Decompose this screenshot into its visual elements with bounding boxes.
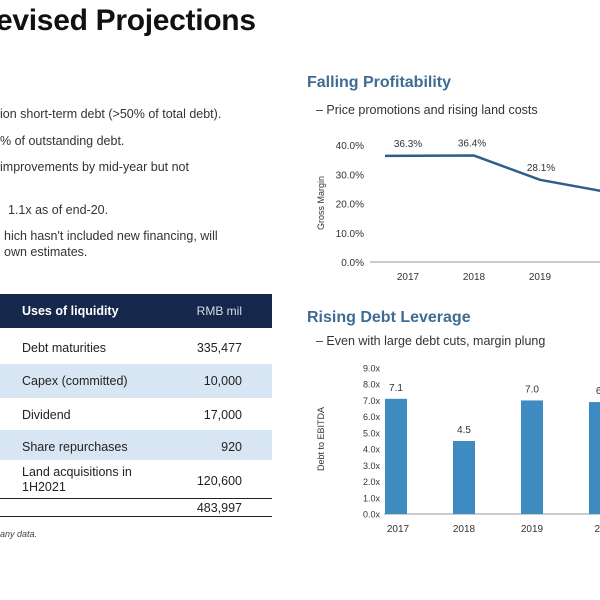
y-tick-label: 3.0x [363,461,381,471]
data-label: 36.4% [458,139,486,150]
bar [385,398,407,514]
bar [589,402,600,514]
data-label: 7.1 [389,383,403,394]
table-row: Debt maturities 335,477 [0,328,272,358]
leverage-subtitle: – Even with large debt cuts, margin plun… [316,334,546,348]
debt-to-ebitda-bar-chart: 0.0x 1.0x 2.0x 3.0x 4.0x 5.0x 6.0x 7.0x 8.0x 9.0x… [316,364,600,535]
y-tick-label: 30.0% [336,170,364,181]
bullet-text: improvements by mid-year but not [0,160,189,174]
y-tick-label: 9.0x [363,364,381,374]
x-tick-label: 20 [594,524,600,535]
row-label: Capex (committed) [22,374,128,388]
x-tick-label: 2017 [397,272,420,283]
row-label: Dividend [22,408,71,422]
data-label: 36.3% [394,139,422,150]
bullet-text: own estimates. [4,245,88,259]
total-value: 483,997 [196,501,242,515]
x-tick-label: 2019 [529,272,552,283]
total-underline [0,516,272,517]
bar [521,400,543,514]
bullet-text: hich hasn't included new financing, will [4,229,218,243]
y-tick-label: 20.0% [336,200,364,211]
data-label: 6. [596,386,600,397]
table-row: Share repurchases 920 [0,430,272,460]
y-axis-label: Debt to EBITDA [316,407,326,471]
y-tick-label: 10.0% [336,229,364,240]
bullet-text: 1.1x as of end-20. [8,203,109,217]
row-value: 17,000 [203,408,242,422]
row-label: Share repurchases [22,440,128,454]
row-value: 10,000 [203,374,242,388]
row-label-line2: 1H2021 [22,480,66,494]
x-tick-label: 2019 [521,524,544,535]
table-row: Capex (committed) 10,000 [0,364,272,398]
y-tick-label: 40.0% [336,141,364,152]
y-tick-label: 6.0x [363,412,381,422]
footnote: any data. [0,529,38,539]
data-label: 4.5 [457,425,471,436]
y-tick-label: 0.0x [363,510,381,520]
gross-margin-line-chart: 0.0% 10.0% 20.0% 30.0% 40.0% Gross Margin 2017… [316,139,600,283]
total-separator [0,498,272,499]
row-value: 920 [221,440,242,454]
x-tick-label: 2018 [463,272,486,283]
row-label: Debt maturities [22,341,107,355]
data-label: 7.0 [525,384,539,395]
y-tick-label: 4.0x [363,445,381,455]
table-header-unit: RMB mil [196,304,242,318]
y-tick-label: 7.0x [363,396,381,406]
leverage-title: Rising Debt Leverage [307,309,471,326]
profitability-title: Falling Profitability [307,74,452,91]
y-tick-label: 0.0% [341,258,364,269]
y-tick-label: 2.0x [363,477,381,487]
bullet-text: ion short-term debt (>50% of total debt)… [0,107,222,121]
table-total-row: 483,997 [0,499,272,517]
bullet-text: % of outstanding debt. [0,134,125,148]
y-tick-label: 5.0x [363,428,381,438]
table-row: Land acquisitions in 1H2021 120,600 [0,460,272,498]
y-tick-label: 8.0x [363,380,381,390]
x-tick-label: 2017 [387,524,410,535]
row-value: 120,600 [196,474,242,488]
table-header: Uses of liquidity RMB mil [0,294,272,328]
row-value: 335,477 [196,341,242,355]
profitability-subtitle: – Price promotions and rising land costs [316,103,538,117]
row-label: Land acquisitions in [22,465,132,479]
page-title: evised Projections [0,4,256,37]
y-tick-label: 1.0x [363,493,381,503]
table-row: Dividend 17,000 [0,398,272,430]
y-axis-label: Gross Margin [316,176,326,230]
x-tick-label: 2018 [453,524,476,535]
table-header-label: Uses of liquidity [22,304,119,318]
data-label: 28.1% [527,163,555,174]
bar [453,441,475,514]
gross-margin-line [384,154,600,192]
